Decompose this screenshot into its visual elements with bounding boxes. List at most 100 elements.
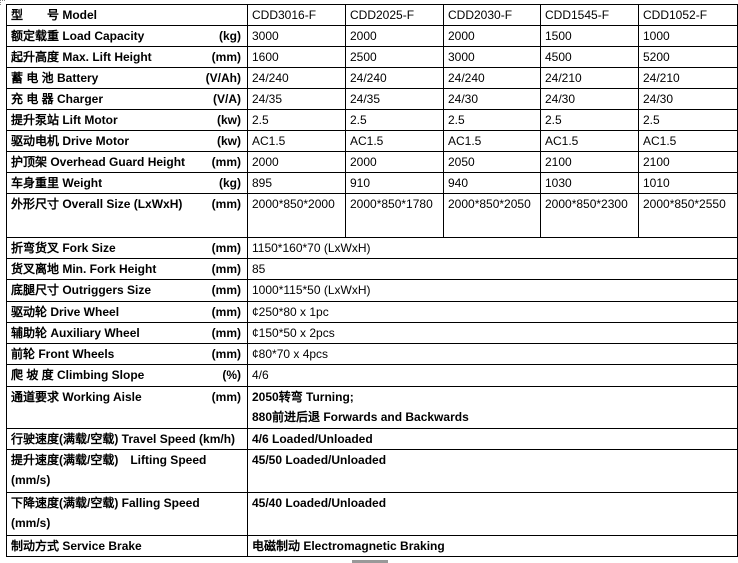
table-row: (mm) 起升高度 Max. Lift Height 1600 2500 3000 450… — [6, 46, 738, 68]
table-row: (mm) 货叉离地 Min. Fork Height 85 — [6, 258, 738, 280]
value-cell: 24/35 — [345, 88, 444, 110]
row-value: 2100 — [545, 155, 572, 169]
table-row: (mm) 折弯货叉 Fork Size 1150*160*70 (LxWxH) — [6, 237, 738, 259]
model-name: CDD1052-F — [643, 8, 708, 22]
row-label: 货叉离地 Min. Fork Height — [11, 262, 157, 276]
row-label: 蓄 电 池 Battery — [11, 71, 99, 85]
shared-value-cell: ¢80*70 x 4pcs — [247, 343, 738, 365]
row-unit: (mm) — [211, 241, 241, 255]
row-value: 3000 — [448, 50, 475, 64]
row-label-cell: (mm) 通道要求 Working Aisle — [6, 386, 248, 429]
row-value: 3000 — [252, 29, 279, 43]
value-cell: AC1.5 — [443, 130, 541, 152]
shared-value-cell: 1150*160*70 (LxWxH) — [247, 237, 738, 259]
row-label: 爬 坡 度 Climbing Slope — [11, 368, 145, 382]
value-cell: 2.5 — [443, 109, 541, 131]
row-value: 2000 — [252, 155, 279, 169]
row-unit: (mm) — [211, 390, 241, 404]
row-value: 24/240 — [252, 71, 289, 85]
row-label-cell: (%) 爬 坡 度 Climbing Slope — [6, 364, 248, 387]
row-label: 额定载重 Load Capacity — [11, 29, 145, 43]
row-value: 2000*850*2300 — [545, 197, 628, 211]
row-unit: (mm) — [211, 197, 241, 211]
row-label-cell: (mm) 辅助轮 Auxiliary Wheel — [6, 322, 248, 344]
row-label: 折弯货叉 Fork Size — [11, 241, 116, 255]
row-value: 24/210 — [643, 71, 680, 85]
row-value: 2050转弯 Turning; — [252, 390, 354, 404]
table-row: (mm) 驱动轮 Drive Wheel ¢250*80 x 1pc — [6, 301, 738, 323]
value-cell: 2000*850*2000 — [247, 193, 346, 238]
model-name: CDD2030-F — [448, 8, 513, 22]
shared-value-cell: 4/6 Loaded/Unloaded — [247, 428, 738, 450]
value-cell: 2100 — [638, 151, 738, 173]
row-label-cell: (kw) 驱动电机 Drive Motor — [6, 130, 248, 152]
value-cell: 2000*850*2050 — [443, 193, 541, 238]
value-cell: 3000 — [247, 25, 346, 47]
row-label-cell: (V/Ah) 蓄 电 池 Battery — [6, 67, 248, 89]
row-value: 24/30 — [643, 92, 674, 106]
value-cell: 24/210 — [540, 67, 639, 89]
row-value: 1150*160*70 (LxWxH) — [252, 241, 371, 255]
value-cell: 2100 — [540, 151, 639, 173]
row-value: 24/30 — [545, 92, 576, 106]
value-cell: 2500 — [345, 46, 444, 68]
table-row: 提升速度(满载/空载) Lifting Speed (mm/s) 45/50 Loa… — [6, 449, 738, 493]
row-unit: (%) — [222, 368, 241, 382]
row-label: 外形尺寸 Overall Size (LxWxH) — [11, 197, 183, 211]
row-label: 行驶速度(满载/空载) Travel Speed (km/h) — [11, 432, 236, 446]
row-value: 2.5 — [350, 113, 367, 127]
value-cell: 1500 — [540, 25, 639, 47]
row-label: 辅助轮 Auxiliary Wheel — [11, 326, 140, 340]
shared-value-cell: 4/6 — [247, 364, 738, 387]
row-value: 45/40 Loaded/Unloaded — [252, 496, 387, 510]
table-row: 制动方式 Service Brake 电磁制动 Electromagnetic B… — [6, 535, 738, 557]
row-label-cell: (mm) 起升高度 Max. Lift Height — [6, 46, 248, 68]
table-row: (kg) 车身重里 Weight 895 910 940 1030 1010 — [6, 172, 738, 194]
row-value: 4500 — [545, 50, 572, 64]
table-row: (%) 爬 坡 度 Climbing Slope 4/6 — [6, 364, 738, 387]
shared-value-cell: ¢150*50 x 2pcs — [247, 322, 738, 344]
value-cell: 2000*850*2550 — [638, 193, 738, 238]
header-row: 型 号 Model CDD3016-F CDD2025-F CDD2030-F CDD1… — [6, 4, 738, 26]
row-value: 2000*850*1780 — [350, 197, 433, 211]
row-value: AC1.5 — [643, 134, 677, 148]
row-label-cell: 制动方式 Service Brake — [6, 535, 248, 557]
row-unit: (V/A) — [213, 92, 241, 106]
row-value: 2000 — [448, 29, 475, 43]
row-value: ¢80*70 x 4pcs — [252, 347, 329, 361]
row-label-unit: (mm/s) — [11, 473, 51, 487]
value-cell: 24/210 — [638, 67, 738, 89]
row-label-cell: (mm) 护顶架 Overhead Guard Height — [6, 151, 248, 173]
shared-value-cell: 85 — [247, 258, 738, 280]
row-value-2: 880前进后退 Forwards and Backwards — [252, 410, 469, 424]
value-cell: 24/240 — [443, 67, 541, 89]
horizontal-scrollbar[interactable] — [352, 560, 388, 563]
row-unit: (mm) — [211, 326, 241, 340]
row-label: 通道要求 Working Aisle — [11, 390, 142, 404]
model-cell: CDD3016-F — [247, 4, 346, 26]
table-row: (mm) 通道要求 Working Aisle 2050转弯 Turning; 880… — [6, 386, 738, 429]
row-value: AC1.5 — [545, 134, 579, 148]
value-cell: 5200 — [638, 46, 738, 68]
table-row: (mm) 护顶架 Overhead Guard Height 2000 2000 205… — [6, 151, 738, 173]
row-value: 24/240 — [448, 71, 485, 85]
row-value: 24/240 — [350, 71, 387, 85]
row-value: 1000*115*50 (LxWxH) — [252, 283, 371, 297]
model-name: CDD1545-F — [545, 8, 610, 22]
row-value: 2000*850*2000 — [252, 197, 335, 211]
value-cell: 2000 — [345, 151, 444, 173]
model-name: CDD3016-F — [252, 8, 317, 22]
model-name: CDD2025-F — [350, 8, 415, 22]
table-row: (mm) 辅助轮 Auxiliary Wheel ¢150*50 x 2pcs — [6, 322, 738, 344]
row-unit: (kw) — [217, 134, 241, 148]
table-row: (kg) 额定载重 Load Capacity 3000 2000 2000 1500 10… — [6, 25, 738, 47]
row-value: 910 — [350, 176, 371, 190]
table-row: (V/A) 充 电 器 Charger 24/35 24/35 24/30 24/30 24… — [6, 88, 738, 110]
row-value: 2000*850*2550 — [643, 197, 726, 211]
row-value: 85 — [252, 262, 266, 276]
row-label-cell: (kw) 提升泵站 Lift Motor — [6, 109, 248, 131]
value-cell: 2050 — [443, 151, 541, 173]
row-value: 2000 — [350, 155, 377, 169]
value-cell: AC1.5 — [247, 130, 346, 152]
value-cell: 2000 — [443, 25, 541, 47]
